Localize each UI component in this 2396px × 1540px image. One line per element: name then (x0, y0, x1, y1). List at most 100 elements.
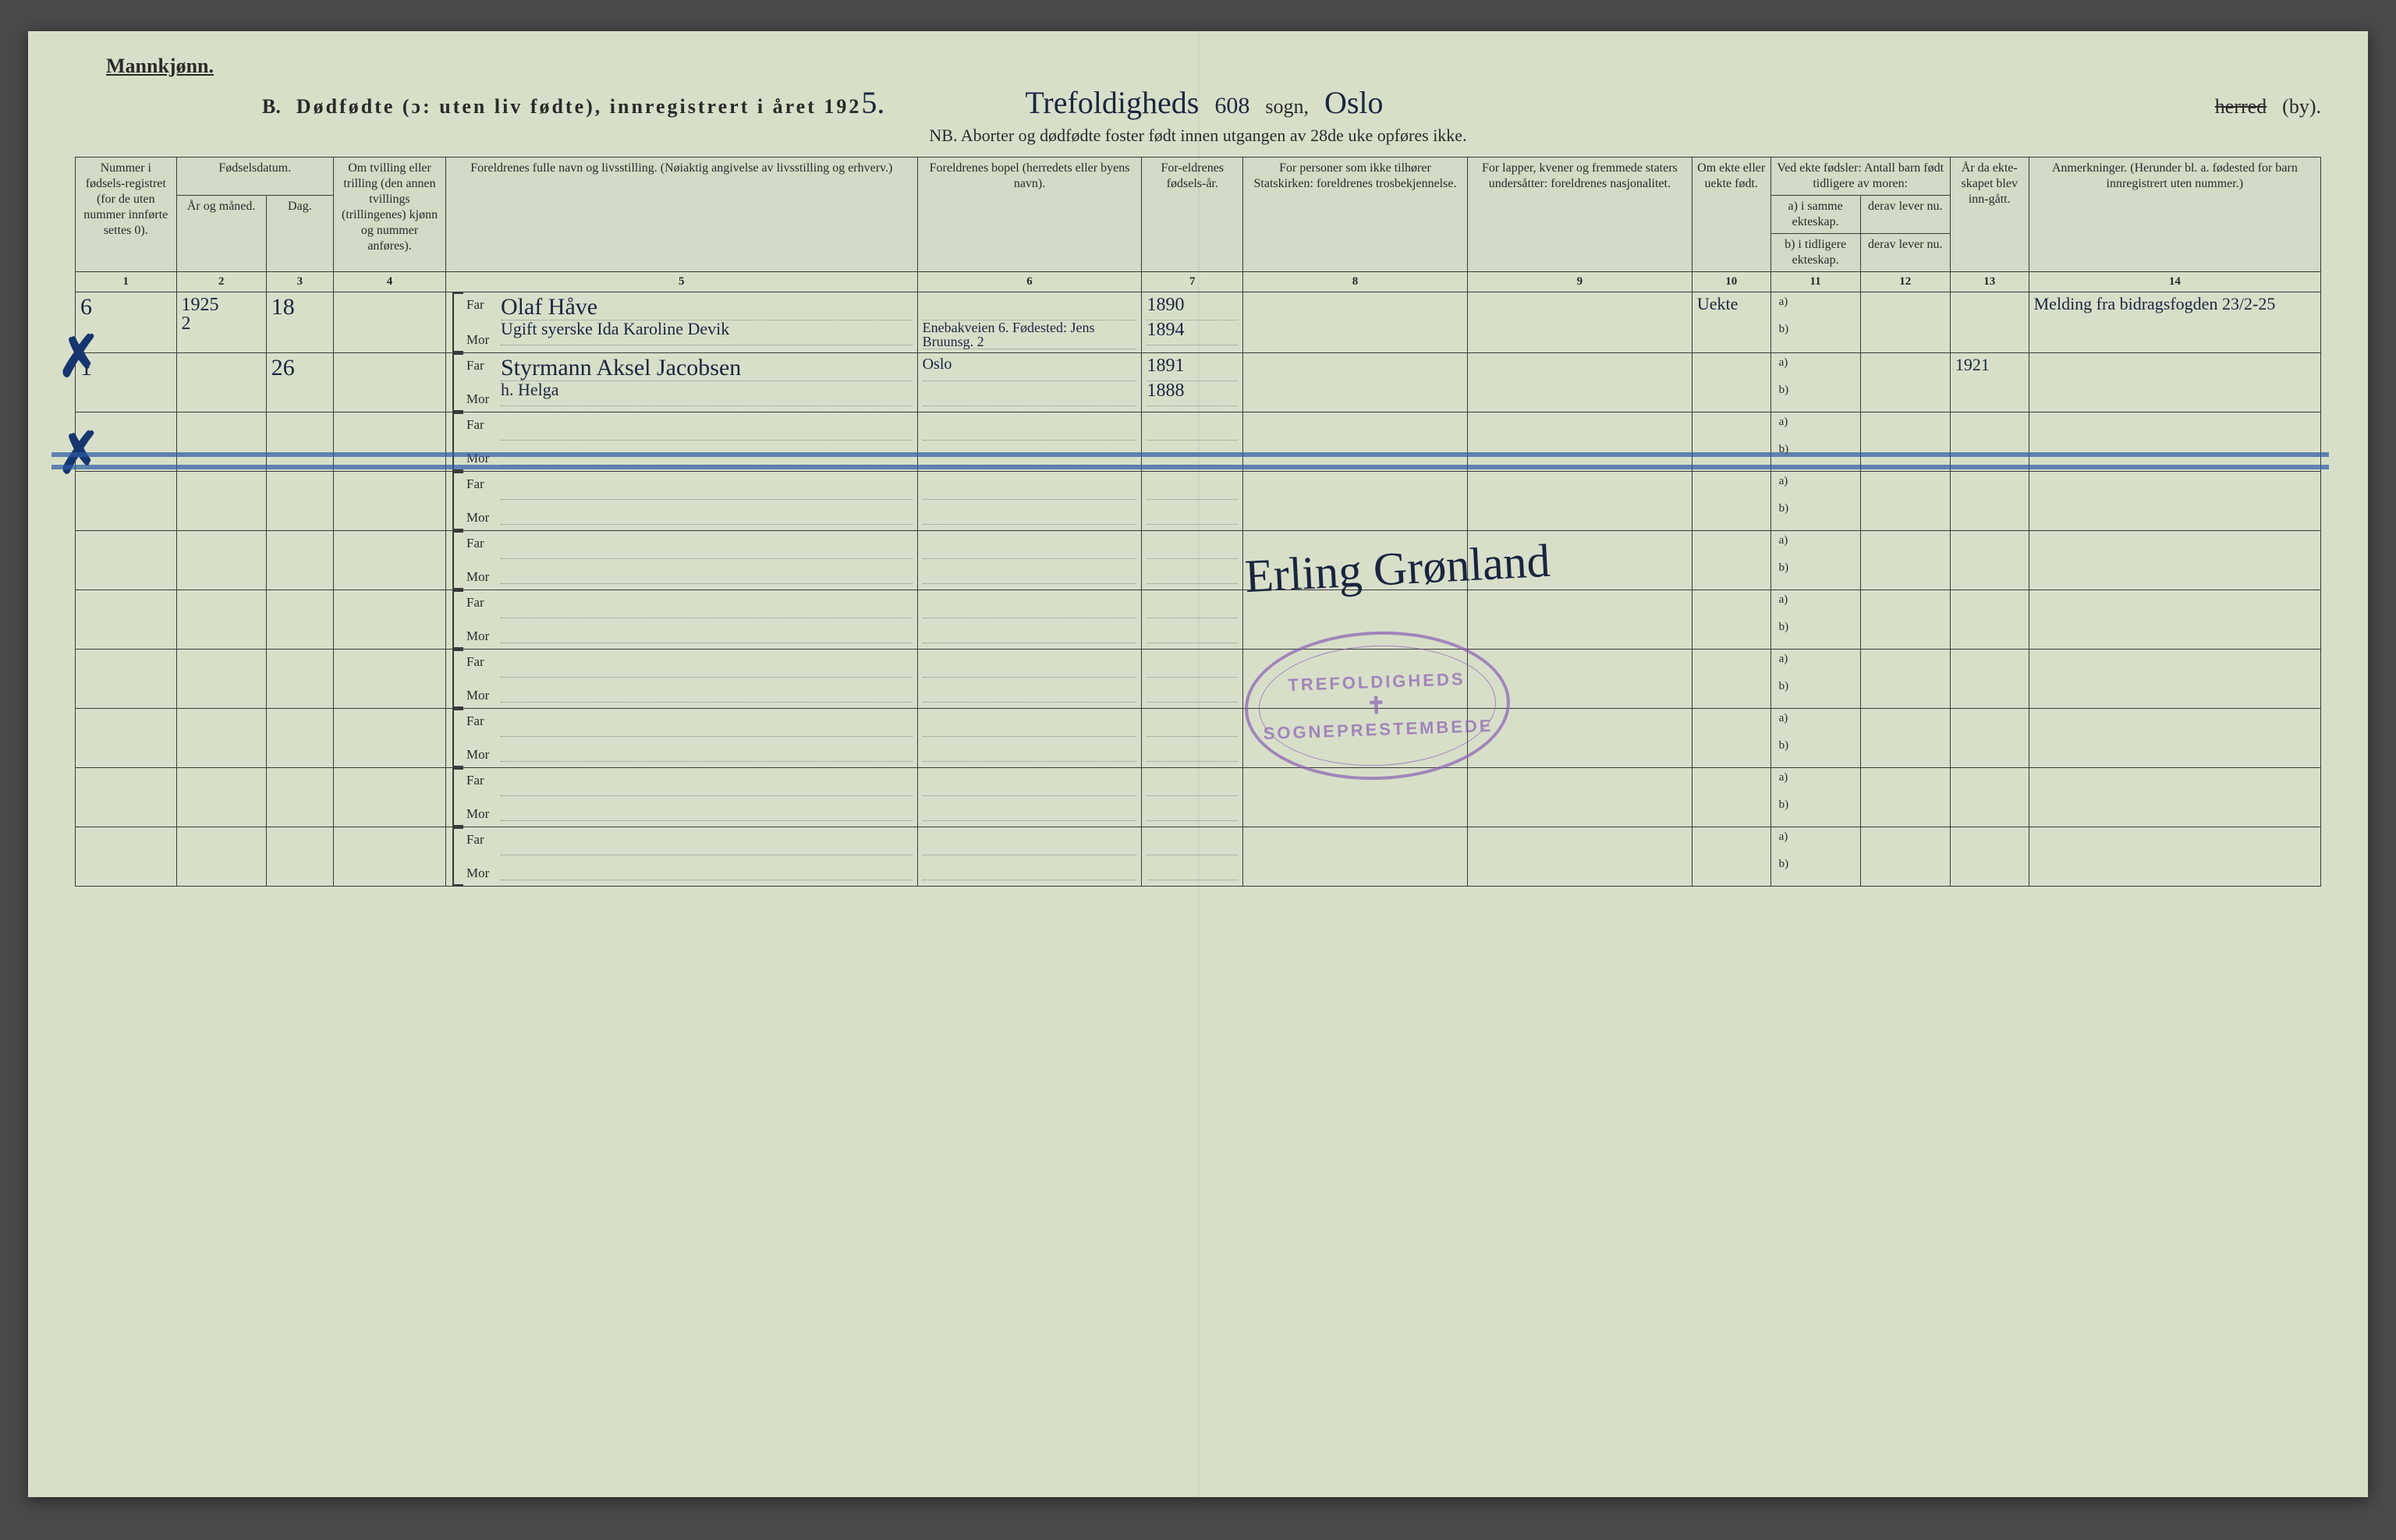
col-header-11b: b) i tidligere ekteskap. (1770, 234, 1860, 272)
cell-married-year (1950, 650, 2029, 709)
cell-day (266, 412, 333, 472)
cell-12 (1860, 709, 1950, 768)
cell-married-year (1950, 590, 2029, 650)
cell-day (266, 590, 333, 650)
col-header-12a: derav lever nu. (1860, 196, 1950, 234)
cell-ekte (1692, 590, 1770, 650)
cell-day (266, 650, 333, 709)
cell-11: a)b) (1770, 531, 1860, 590)
cell-faith (1243, 531, 1468, 590)
cell-11: a)b) (1770, 353, 1860, 412)
cell-12 (1860, 768, 1950, 827)
col-header-4: Om tvilling eller trilling (den annen tv… (334, 158, 446, 272)
cell-num (76, 827, 177, 887)
cell-11: a)b) (1770, 709, 1860, 768)
cell-faith (1243, 472, 1468, 531)
cell-bopel: Oslo (917, 353, 1142, 412)
cell-num (76, 709, 177, 768)
colnum-13: 13 (1950, 272, 2029, 292)
cell-year-month (176, 768, 266, 827)
cell-nationality (1467, 650, 1692, 709)
cell-birth-years: 1891 1888 (1142, 353, 1243, 412)
cell-birth-years (1142, 412, 1243, 472)
cell-twin (334, 590, 446, 650)
colnum-10: 10 (1692, 272, 1770, 292)
cell-twin (334, 709, 446, 768)
col-header-9: For lapper, kvener og fremmede staters u… (1467, 158, 1692, 272)
cell-year-month (176, 472, 266, 531)
colnum-8: 8 (1243, 272, 1468, 292)
cell-num (76, 412, 177, 472)
cell-nationality (1467, 827, 1692, 887)
col-header-14: Anmerkninger. (Herunder bl. a. fødested … (2029, 158, 2320, 272)
cell-nationality (1467, 412, 1692, 472)
cell-faith (1243, 827, 1468, 887)
cell-parents-name: Far Mor (446, 531, 918, 590)
cell-bopel (917, 650, 1142, 709)
colnum-5: 5 (446, 272, 918, 292)
col-header-10: Om ekte eller uekte født. (1692, 158, 1770, 272)
cell-12 (1860, 353, 1950, 412)
city-name: Oslo (1324, 84, 1465, 121)
cell-num: 1 (76, 353, 177, 412)
cell-married-year (1950, 472, 2029, 531)
cell-parents-name: Far Mor (446, 768, 918, 827)
cell-faith (1243, 412, 1468, 472)
colnum-9: 9 (1467, 272, 1692, 292)
cell-bopel: Enebakveien 6. Fødested: Jens Bruunsg. 2 (917, 292, 1142, 353)
cell-bopel (917, 531, 1142, 590)
cell-parents-name: Far Mor Olaf Håve Ugift syerske Ida Karo… (446, 292, 918, 353)
cell-nationality (1467, 292, 1692, 353)
cell-12 (1860, 472, 1950, 531)
colnum-11: 11 (1770, 272, 1860, 292)
colnum-7: 7 (1142, 272, 1243, 292)
cell-remark (2029, 531, 2320, 590)
cell-twin (334, 768, 446, 827)
cell-bopel (917, 412, 1142, 472)
cell-num (76, 472, 177, 531)
col-header-11-top: Ved ekte fødsler: Antall barn født tidli… (1770, 158, 1950, 196)
cell-nationality (1467, 590, 1692, 650)
title-line: B. Dødfødte (ɔ: uten liv fødte), innregi… (262, 84, 2321, 121)
cell-ekte (1692, 531, 1770, 590)
cell-day (266, 531, 333, 590)
cell-num (76, 768, 177, 827)
cell-twin (334, 292, 446, 353)
col-header-2a: År og måned. (176, 196, 266, 272)
cell-year-month (176, 412, 266, 472)
stillborn-title: Dødfødte (ɔ: uten liv fødte), innregistr… (296, 95, 862, 118)
cell-birth-years (1142, 709, 1243, 768)
cell-parents-name: Far Mor Styrmann Aksel Jacobsen h. Helga (446, 353, 918, 412)
cell-day: 26 (266, 353, 333, 412)
gender-label: Mannkjønn. (106, 55, 2321, 78)
cell-faith (1243, 353, 1468, 412)
year-suffix: 5. (861, 85, 884, 120)
cell-ekte: Uekte (1692, 292, 1770, 353)
cell-num (76, 590, 177, 650)
cell-11: a)b) (1770, 590, 1860, 650)
colnum-3: 3 (266, 272, 333, 292)
cell-day: 18 (266, 292, 333, 353)
cell-remark (2029, 353, 2320, 412)
cell-11: a)b) (1770, 472, 1860, 531)
cell-ekte (1692, 472, 1770, 531)
cell-parents-name: Far Mor (446, 590, 918, 650)
cell-year-month: 19252 (176, 292, 266, 353)
cell-num: 6 (76, 292, 177, 353)
cell-ekte (1692, 768, 1770, 827)
cell-year-month (176, 353, 266, 412)
cell-nationality (1467, 472, 1692, 531)
cell-11: a)b) (1770, 768, 1860, 827)
col-header-11a: a) i samme ekteskap. (1770, 196, 1860, 234)
cell-nationality (1467, 768, 1692, 827)
cell-married-year (1950, 292, 2029, 353)
cell-11: a)b) (1770, 650, 1860, 709)
cell-remark (2029, 709, 2320, 768)
col-header-7: For-eldrenes fødsels-år. (1142, 158, 1243, 272)
cell-ekte (1692, 412, 1770, 472)
cell-bopel (917, 827, 1142, 887)
cell-twin (334, 472, 446, 531)
cell-bopel (917, 472, 1142, 531)
colnum-2: 2 (176, 272, 266, 292)
cell-nationality (1467, 709, 1692, 768)
